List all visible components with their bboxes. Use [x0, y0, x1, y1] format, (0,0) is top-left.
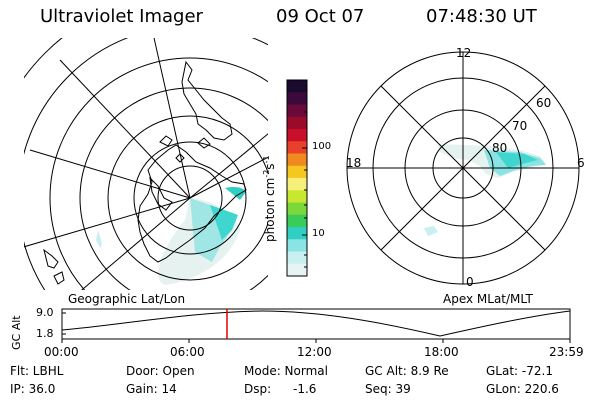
altitude-xtick-1800: 18:00	[424, 345, 459, 359]
mlt-label-0: 0	[466, 275, 474, 289]
colorbar-segment	[287, 92, 307, 105]
colorbar-segment	[287, 190, 307, 203]
colorbar-segment	[287, 129, 307, 142]
seq-status: Seq: 39	[365, 382, 411, 396]
altitude-ytick-1: 1.8	[36, 327, 54, 340]
colorbar-frame	[286, 79, 308, 277]
colorbar-segment	[287, 104, 307, 118]
geo-coastlines	[43, 60, 247, 285]
altitude-ytick-9: 9.0	[36, 306, 54, 319]
colorbar	[286, 79, 308, 277]
mlt-label-12: 12	[456, 46, 472, 60]
altitude-ylabel: GC Alt	[10, 315, 23, 350]
altitude-xtick-2359: 23:59	[549, 345, 584, 359]
colorbar-segment	[287, 214, 307, 228]
gain-status: Gain: 14	[126, 382, 177, 396]
glat-status: GLat: -72.1	[486, 364, 553, 378]
gc-alt-status: GC Alt: 8.9 Re	[365, 364, 449, 378]
colorbar-label-100: 100	[312, 141, 332, 152]
filter-status: Flt: LBHL	[10, 364, 64, 378]
dsp-label: Dsp:	[244, 382, 272, 396]
colorbar-segment	[287, 141, 307, 154]
dsp-value: -1.6	[293, 382, 317, 396]
colorbar-unit-label: photon cm-2s-1	[262, 155, 277, 242]
apex-map	[346, 51, 580, 285]
instrument-title: Ultraviolet Imager	[40, 6, 203, 27]
altitude-xtick-1200: 12:00	[297, 345, 332, 359]
colorbar-segment	[287, 227, 307, 240]
mode-status: Mode: Normal	[244, 364, 328, 378]
mlt-label-18: 18	[346, 156, 362, 170]
colorbar-segment	[287, 202, 307, 216]
time-label: 07:48:30 UT	[426, 6, 537, 27]
colorbar-segment	[287, 263, 307, 277]
geographic-map	[24, 38, 268, 290]
apex-grid	[346, 51, 580, 285]
altitude-xticks	[61, 339, 571, 343]
geo-lat-circles	[24, 38, 268, 290]
glon-status: GLon: 220.6	[486, 382, 559, 396]
mlat-label-80: 80	[492, 141, 508, 155]
geo-meridians	[24, 38, 268, 290]
date-label: 09 Oct 07	[276, 6, 365, 27]
colorbar-segment	[287, 165, 307, 179]
colorbar-label-10: 10	[312, 228, 325, 239]
altitude-xtick-0000: 00:00	[44, 345, 79, 359]
colorbar-segment	[287, 251, 307, 265]
colorbar-segment	[287, 80, 307, 93]
altitude-curve	[61, 310, 571, 337]
altitude-plot	[61, 308, 571, 343]
colorbar-segment	[287, 153, 307, 167]
colorbar-gradient	[287, 80, 307, 277]
apex-panel-label: Apex MLat/MLT	[443, 292, 533, 306]
mlt-label-6: 6	[577, 156, 585, 170]
mlat-label-70: 70	[512, 119, 528, 133]
colorbar-segment	[287, 116, 307, 130]
ip-status: IP: 36.0	[10, 382, 56, 396]
mlat-label-60: 60	[536, 96, 552, 110]
door-status: Door: Open	[126, 364, 195, 378]
colorbar-segment	[287, 239, 307, 252]
altitude-xtick-0600: 06:00	[170, 345, 205, 359]
colorbar-segment	[287, 178, 307, 191]
geo-panel-label: Geographic Lat/Lon	[68, 292, 186, 306]
